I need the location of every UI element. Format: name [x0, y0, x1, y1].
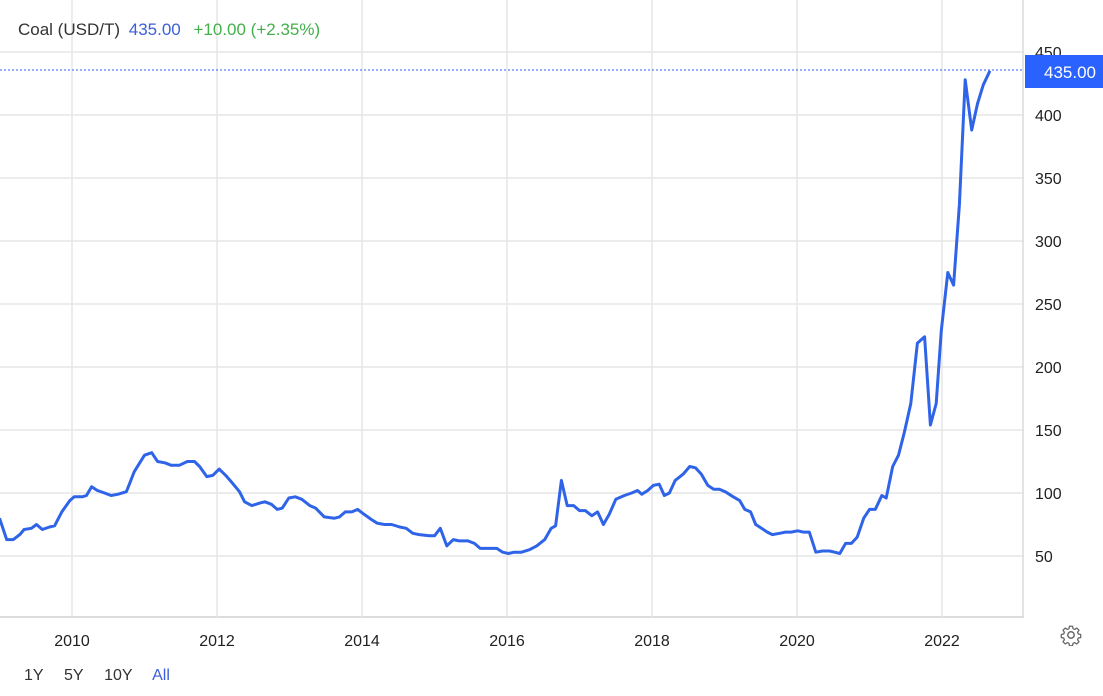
last-price-tag — [1025, 55, 1103, 88]
y-tick-label: 200 — [1035, 360, 1062, 377]
chart-header: Coal (USD/T) 435.00 +10.00 (+2.35%) — [18, 20, 324, 40]
x-axis: 2010 2012 2014 2016 2018 2020 2022 — [54, 633, 960, 650]
x-tick-label: 2020 — [779, 633, 815, 650]
x-tick-label: 2014 — [344, 633, 380, 650]
last-price-tag-text: 435.00 — [1044, 63, 1096, 82]
y-tick-label: 250 — [1035, 297, 1062, 314]
price-change: +10.00 (+2.35%) — [193, 20, 321, 39]
range-selector: 1Y 5Y 10Y All — [24, 667, 186, 685]
current-price: 435.00 — [128, 20, 181, 39]
range-all-button[interactable]: All — [152, 667, 170, 684]
y-tick-label: 100 — [1035, 486, 1062, 503]
range-1y-button[interactable]: 1Y — [24, 667, 44, 684]
instrument-name: Coal (USD/T) — [18, 20, 121, 39]
y-tick-label: 150 — [1035, 423, 1062, 440]
range-5y-button[interactable]: 5Y — [64, 667, 84, 684]
x-tick-label: 2012 — [199, 633, 235, 650]
series-line-coal — [0, 70, 992, 555]
grid — [0, 0, 1024, 618]
y-tick-label: 300 — [1035, 234, 1062, 251]
data-points — [0, 69, 991, 555]
x-tick-label: 2010 — [54, 633, 90, 650]
x-tick-label: 2018 — [634, 633, 670, 650]
x-tick-label: 2022 — [924, 633, 960, 650]
y-tick-label: 50 — [1035, 549, 1053, 566]
gear-icon[interactable] — [1060, 624, 1082, 646]
y-tick-label: 400 — [1035, 108, 1062, 125]
range-10y-button[interactable]: 10Y — [104, 667, 133, 684]
x-tick-label: 2016 — [489, 633, 525, 650]
y-tick-label: 350 — [1035, 171, 1062, 188]
